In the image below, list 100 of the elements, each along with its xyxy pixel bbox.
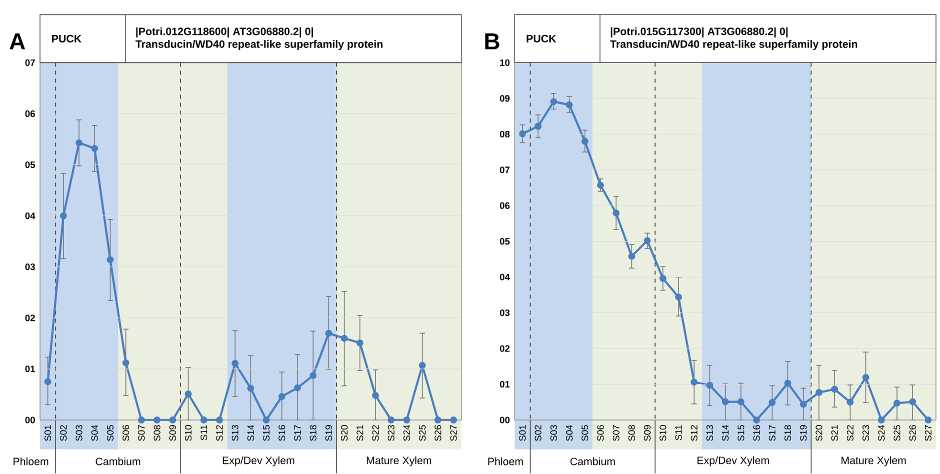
point	[216, 416, 223, 424]
text: Cambium	[96, 458, 140, 466]
point	[450, 416, 457, 424]
point	[200, 416, 208, 424]
point	[519, 130, 526, 138]
point	[294, 384, 301, 392]
x-tick-label: S15	[738, 425, 744, 442]
x-tick-label: S14	[247, 425, 254, 442]
x-tick-label: S22	[846, 425, 854, 442]
point	[581, 138, 588, 145]
point	[138, 416, 145, 424]
point	[659, 275, 666, 282]
x-tick-label: S07	[612, 425, 620, 442]
point	[44, 378, 52, 386]
point	[894, 400, 900, 407]
point	[831, 386, 838, 393]
y-tick-label: 01	[500, 381, 510, 388]
y-tick-label: 04	[25, 212, 36, 220]
x-tick-label: S05	[582, 425, 588, 442]
point	[310, 372, 317, 380]
point	[340, 334, 348, 342]
chart-title: PUCK	[52, 35, 82, 43]
x-tick-label: S22	[372, 425, 379, 442]
point	[706, 382, 714, 389]
x-tick-label: S23	[862, 425, 870, 442]
x-tick-label: S16	[753, 425, 760, 442]
x-tick-label: S11	[675, 425, 682, 440]
point	[418, 362, 426, 369]
x-tick-label: S19	[800, 425, 807, 442]
text: A	[10, 34, 26, 50]
x-tick-label: S03	[76, 425, 82, 442]
x-tick-label: S24	[403, 425, 410, 442]
point	[784, 380, 792, 387]
point	[278, 393, 286, 400]
point	[722, 398, 729, 406]
y-tick-label: 01	[25, 366, 36, 372]
point	[184, 390, 192, 398]
text: Exp/Dev Xylem	[698, 456, 769, 466]
text: Phloem	[488, 458, 523, 466]
point	[60, 212, 67, 220]
x-tick-label: S02	[60, 425, 67, 442]
x-tick-label: S03	[550, 425, 557, 442]
x-tick-label: S13	[706, 425, 714, 442]
point	[566, 101, 573, 108]
x-tick-label: S04	[91, 425, 98, 442]
x-tick-label: S06	[122, 425, 130, 442]
point	[403, 416, 410, 424]
y-tick-label: 05	[500, 238, 510, 245]
point	[800, 400, 807, 408]
point	[76, 139, 82, 146]
y-tick-label: 03	[500, 310, 510, 316]
point	[768, 399, 776, 406]
x-tick-label: S24	[878, 425, 885, 442]
x-tick-label: S01	[44, 425, 52, 442]
x-tick-label: S11	[200, 425, 208, 440]
point	[106, 256, 114, 264]
point	[597, 182, 604, 189]
point	[262, 416, 270, 424]
point	[325, 330, 332, 337]
x-tick-label: S13	[232, 425, 238, 442]
point	[534, 122, 542, 130]
x-tick-label: S09	[169, 425, 176, 442]
text: B	[485, 34, 500, 50]
x-tick-label: S08	[628, 425, 635, 442]
point	[388, 416, 395, 424]
x-tick-label: S25	[419, 425, 426, 442]
x-tick-label: S20	[341, 425, 348, 442]
x-tick-label: S07	[138, 425, 145, 442]
point	[737, 398, 744, 406]
x-tick-label: S10	[660, 425, 666, 442]
point	[550, 98, 558, 106]
x-tick-label: S27	[924, 425, 932, 442]
text: Cambium	[570, 458, 615, 466]
point	[628, 253, 636, 260]
y-tick-label: 00	[25, 416, 35, 424]
point	[154, 416, 161, 424]
point	[815, 389, 822, 396]
x-tick-label: S20	[816, 425, 822, 442]
x-tick-label: S12	[216, 425, 223, 442]
y-tick-label: 00	[500, 416, 510, 424]
x-tick-label: S06	[597, 425, 604, 442]
x-tick-label: S21	[831, 425, 838, 442]
point	[846, 398, 854, 406]
x-tick-label: S27	[450, 425, 457, 442]
point	[909, 398, 916, 406]
x-tick-label: S04	[566, 425, 573, 442]
point	[878, 416, 885, 424]
y-tick-label: 02	[25, 314, 35, 322]
point	[247, 385, 254, 392]
y-tick-label: 07	[500, 166, 510, 174]
point	[753, 416, 760, 424]
text: Transducin/WD40 repeat-like superfamily protein	[136, 40, 382, 50]
x-tick-label: S18	[784, 425, 792, 442]
point	[924, 416, 932, 424]
x-tick-label: S14	[722, 425, 729, 442]
point	[644, 237, 651, 244]
text: Transducin/WD40 repeat-like superfamily protein	[610, 40, 858, 50]
y-tick-label: 03	[25, 264, 35, 270]
y-tick-label: 09	[500, 95, 510, 102]
x-tick-label: S18	[310, 425, 316, 442]
